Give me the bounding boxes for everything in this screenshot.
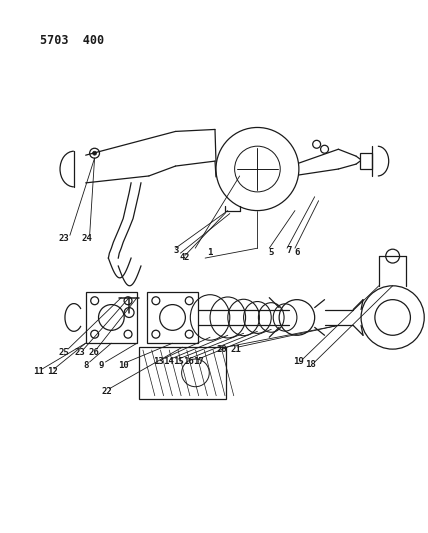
Text: 25: 25 <box>59 348 69 357</box>
Text: 9: 9 <box>99 361 104 370</box>
Text: 20: 20 <box>217 345 227 353</box>
Text: 18: 18 <box>305 360 316 369</box>
Text: 15: 15 <box>173 358 184 367</box>
Text: 13: 13 <box>153 358 164 367</box>
Bar <box>360 153 372 169</box>
Text: 14: 14 <box>163 358 174 367</box>
Text: 10: 10 <box>118 361 128 370</box>
Text: 7: 7 <box>286 246 292 255</box>
Text: 26: 26 <box>88 348 99 357</box>
Text: 12: 12 <box>47 367 57 376</box>
Bar <box>147 292 198 343</box>
Text: 17: 17 <box>193 358 204 367</box>
Text: 3: 3 <box>174 246 179 255</box>
Bar <box>86 292 137 343</box>
Text: 1: 1 <box>207 248 213 257</box>
Bar <box>139 347 226 399</box>
Text: 19: 19 <box>294 358 304 367</box>
Circle shape <box>124 308 134 318</box>
Text: 23: 23 <box>59 234 69 243</box>
Text: 23: 23 <box>74 348 85 357</box>
Text: 8: 8 <box>83 361 88 370</box>
Text: 22: 22 <box>101 387 112 396</box>
Text: 16: 16 <box>183 358 194 367</box>
Text: 11: 11 <box>33 367 44 376</box>
Text: 5: 5 <box>268 248 274 257</box>
Text: 21: 21 <box>230 345 241 353</box>
Text: 24: 24 <box>81 234 92 243</box>
Text: 6: 6 <box>294 248 300 257</box>
Text: 5703  400: 5703 400 <box>40 35 104 47</box>
Circle shape <box>92 151 97 155</box>
Text: 4: 4 <box>180 253 185 262</box>
Text: 2: 2 <box>184 253 189 262</box>
